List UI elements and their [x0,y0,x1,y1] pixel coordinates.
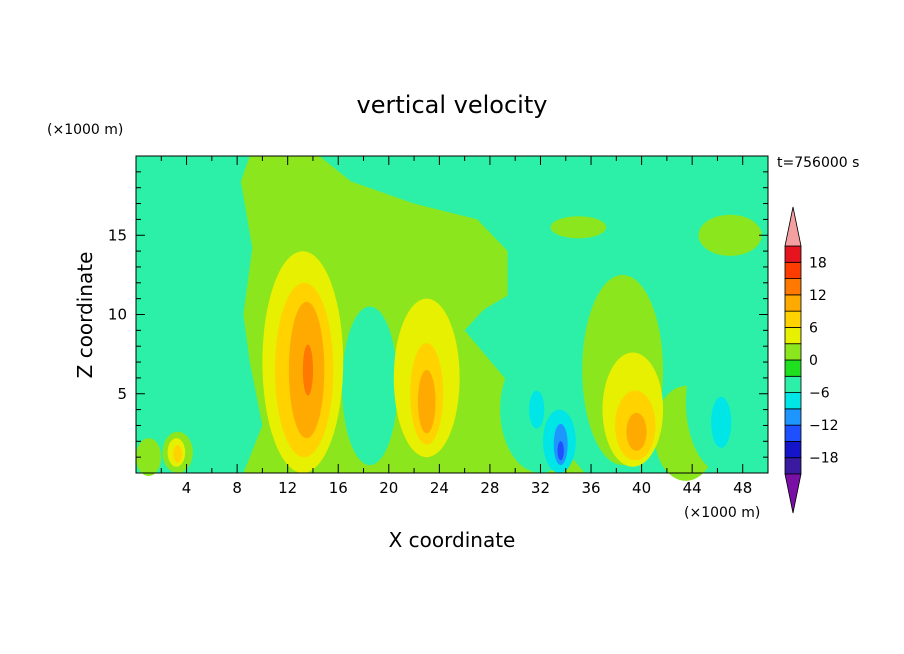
x-tick-label: 28 [480,479,499,497]
x-tick-label: 40 [632,479,651,497]
weak-updraft-region [698,214,762,256]
colorbar-segment [784,457,802,475]
colorbar-tick-label: −6 [809,386,830,402]
downdraft-region [711,396,732,448]
x-tick-label: 4 [182,479,192,497]
colorbar-segment [784,375,802,393]
downdraft-region [157,309,216,431]
downdraft-region [557,441,564,461]
colorbar-segment [784,359,802,377]
colorbar-segment [784,327,802,345]
y-unit-label: (×1000 m) [47,122,123,138]
colorbar-tick-label: 6 [809,320,818,336]
weak-updraft-region [550,216,607,239]
downdraft-region [529,390,545,429]
colorbar-segment [784,245,802,263]
x-tick-label: 12 [278,479,297,497]
y-tick-label: 10 [108,306,127,324]
downdraft-region [204,346,245,426]
colorbar: −18 −12 −6 0 6 12 18 [784,206,839,514]
updraft-core [302,344,313,396]
colorbar-upper-extension [784,206,802,247]
colorbar-tick-label: −18 [809,451,839,467]
x-tick-label: 20 [379,479,398,497]
updraft-core [626,412,647,451]
y-tick-label: 5 [117,385,127,403]
colorbar-tick-label: 12 [809,288,827,304]
x-tick-label: 44 [683,479,702,497]
colorbar-segment [784,441,802,459]
x-tick-label: 32 [531,479,550,497]
colorbar-segment [784,343,802,361]
colorbar-segment [784,278,802,296]
x-tick-label: 16 [329,479,348,497]
weak-updraft-region [136,438,162,477]
colorbar-segment [784,424,802,442]
x-tick-label: 24 [430,479,449,497]
x-axis-label: X coordinate [389,528,516,552]
colorbar-segment [784,310,802,328]
colorbar-segment [784,392,802,410]
updraft-core [417,370,436,434]
colorbar-tick-label: −12 [809,418,839,434]
updraft-core [173,445,183,463]
colorbar-lower-extension [784,473,802,514]
y-axis-ticks: 5 10 15 [108,155,768,474]
colorbar-tick-label: 18 [809,255,827,271]
colorbar-tick-label: 0 [809,353,818,369]
time-label: t=756000 s [777,155,859,171]
colorbar-segment [784,261,802,279]
x-tick-label: 8 [232,479,242,497]
y-axis-label: Z coordinate [73,252,97,379]
x-tick-label: 48 [733,479,752,497]
colorbar-segment [784,408,802,426]
plot-area [135,155,769,481]
x-tick-label: 36 [581,479,600,497]
x-axis-ticks: 4 8 12 16 20 24 28 32 36 40 44 48 [135,156,769,497]
x-unit-label: (×1000 m) [684,505,760,521]
downdraft-region [342,306,398,466]
chart-title: vertical velocity [357,91,548,119]
colorbar-segment [784,294,802,312]
y-tick-label: 15 [108,226,127,244]
